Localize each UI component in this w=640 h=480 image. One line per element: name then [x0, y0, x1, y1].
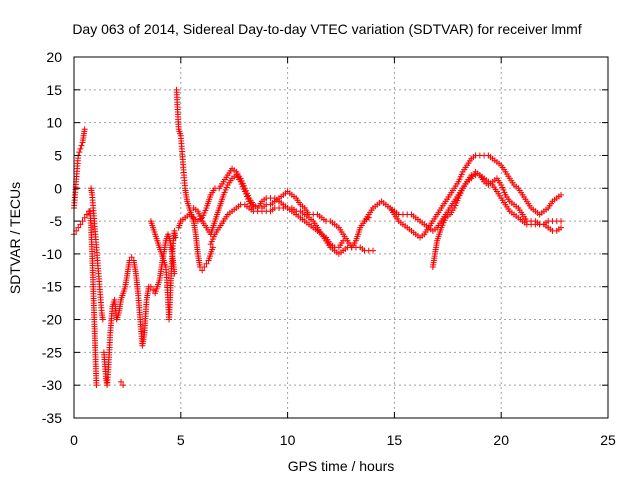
- data-point: [147, 283, 154, 290]
- data-point: [128, 254, 135, 261]
- chart-title: Day 063 of 2014, Sidereal Day-to-day VTE…: [72, 21, 581, 37]
- y-tick-label: -10: [42, 246, 62, 262]
- data-point: [79, 218, 86, 225]
- y-tick-label: -20: [42, 312, 62, 328]
- y-axis-label: SDTVAR / TECUs: [7, 182, 23, 294]
- series-trace-g: [173, 86, 216, 274]
- data-point: [203, 260, 210, 267]
- data-series: [71, 86, 565, 389]
- x-tick-label: 20: [493, 432, 509, 448]
- x-tick-label: 0: [70, 432, 78, 448]
- data-point: [558, 218, 565, 225]
- data-point: [75, 224, 82, 231]
- data-point: [83, 211, 90, 218]
- y-tick-label: -25: [42, 344, 62, 360]
- data-point: [93, 382, 100, 389]
- y-tick-label: 10: [46, 115, 62, 131]
- series-trace-f: [147, 218, 179, 323]
- series-trace-i: [190, 172, 377, 257]
- x-tick-label: 5: [177, 432, 185, 448]
- series-trace-d: [100, 231, 178, 389]
- y-tick-label: -35: [42, 410, 62, 426]
- axis-ticks: [73, 56, 609, 419]
- series-trace-j: [207, 201, 347, 251]
- plot-frame: [73, 56, 609, 419]
- data-point: [558, 191, 565, 198]
- y-tick-label: 15: [46, 82, 62, 98]
- data-point: [77, 221, 84, 228]
- y-tick-label: 0: [54, 180, 62, 196]
- x-tick-label: 15: [387, 432, 403, 448]
- x-tick-label: 10: [280, 432, 296, 448]
- data-point: [199, 267, 206, 274]
- x-axis-label: GPS time / hours: [288, 458, 395, 474]
- y-tick-label: -30: [42, 377, 62, 393]
- data-point: [76, 149, 83, 156]
- data-point: [209, 244, 216, 251]
- data-point: [370, 247, 377, 254]
- y-tick-label: -15: [42, 279, 62, 295]
- data-point: [77, 145, 84, 152]
- series-trace-e: [117, 378, 127, 389]
- data-point: [81, 214, 88, 221]
- series-trace-c: [88, 185, 106, 323]
- x-tick-labels: 0 5 10 15 20 25: [70, 432, 616, 448]
- y-tick-labels: 20 15 10 5 0 -5 -10 -15 -20 -25 -30 -35: [42, 49, 62, 426]
- grid: [74, 57, 608, 418]
- data-point: [81, 126, 88, 133]
- y-tick-label: 5: [54, 147, 62, 163]
- data-point: [78, 142, 85, 149]
- data-point: [172, 234, 179, 241]
- data-point: [201, 264, 208, 271]
- y-tick-label: 20: [46, 49, 62, 65]
- x-tick-label: 25: [600, 432, 616, 448]
- data-point: [120, 382, 127, 389]
- data-point: [99, 316, 106, 323]
- series-trace-k: [361, 152, 565, 241]
- data-point: [117, 378, 124, 385]
- data-point: [150, 287, 157, 294]
- data-point: [340, 237, 347, 244]
- series-trace-m: [429, 168, 565, 271]
- y-tick-label: -5: [50, 213, 63, 229]
- data-point: [558, 224, 565, 231]
